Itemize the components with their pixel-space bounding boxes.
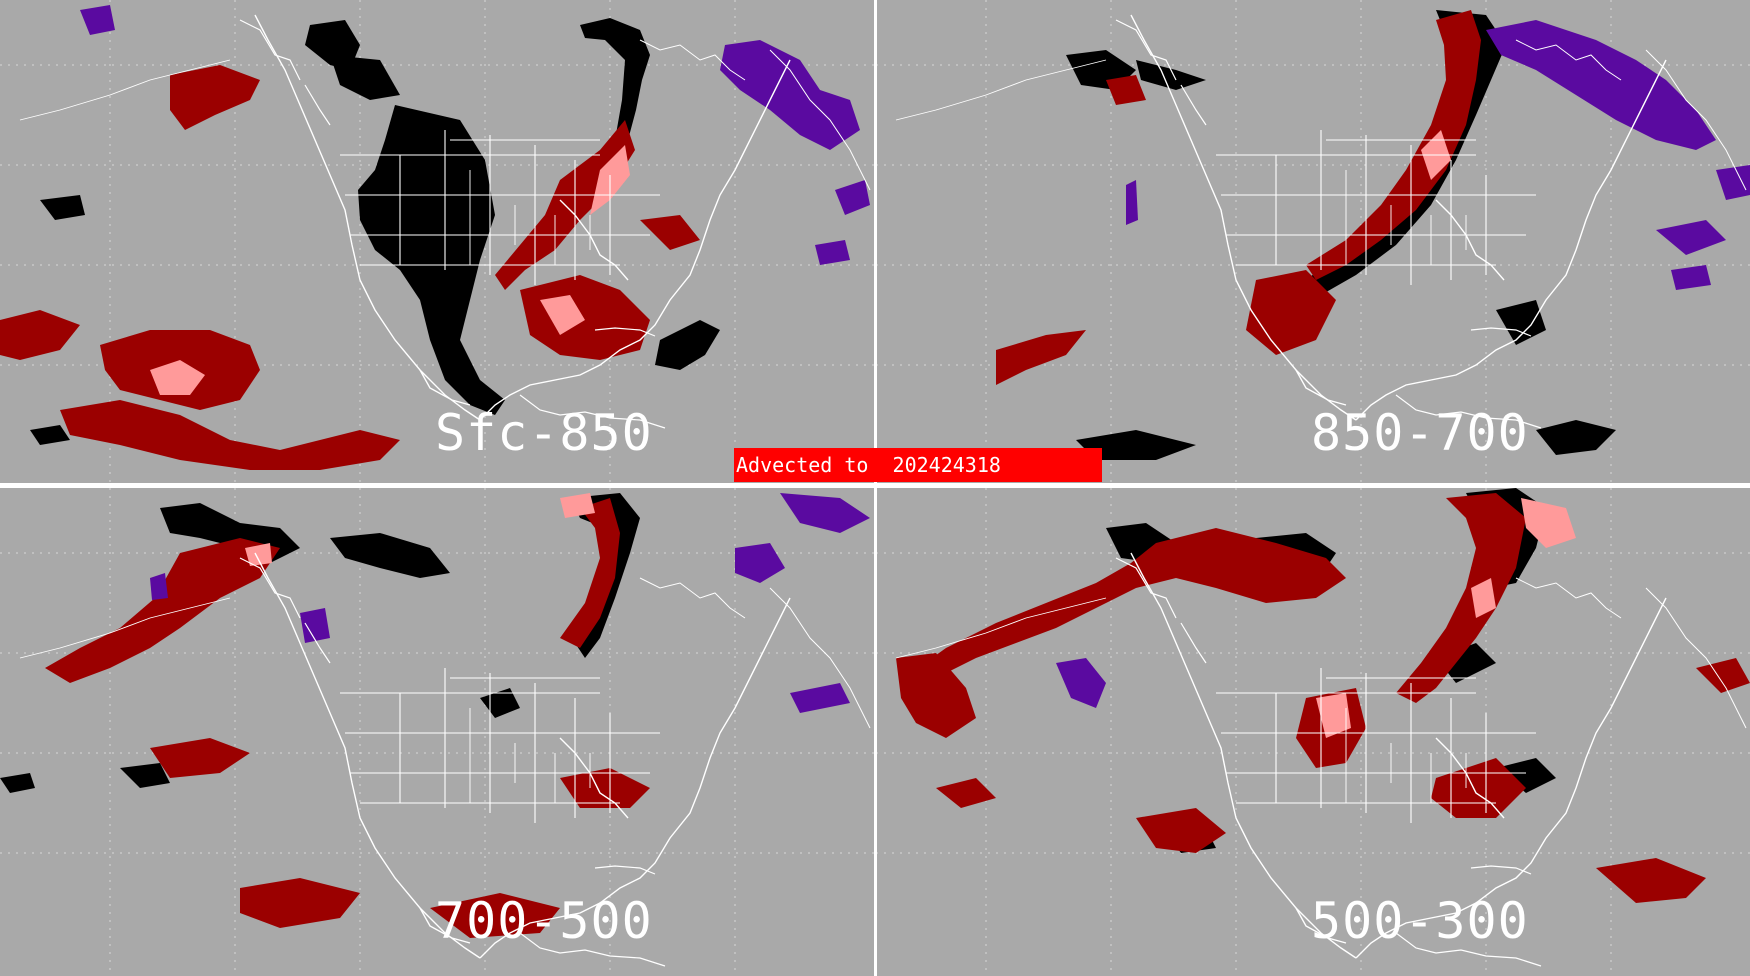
panel-label-700-500: 700-500 (435, 892, 653, 950)
pink-plume (245, 493, 595, 566)
black-plume (30, 18, 720, 445)
purple-plume (80, 5, 870, 265)
panel-500-300: 500-300 (875, 487, 1750, 976)
panel-sfc-850: Sfc-850 (0, 0, 875, 484)
panel-label-sfc-850: Sfc-850 (435, 404, 653, 462)
horizontal-divider (0, 484, 1750, 488)
purple-plume (1126, 20, 1750, 290)
purple-plume (150, 493, 870, 713)
purple-plume (1056, 658, 1106, 708)
pink-plume (1316, 498, 1576, 738)
advected-banner: Advected to 202424318 (734, 448, 1102, 482)
panel-label-500-300: 500-300 (1311, 892, 1529, 950)
dark-red-plume (45, 498, 650, 938)
panel-label-850-700: 850-700 (1311, 404, 1529, 462)
dark-red-plume (996, 10, 1481, 385)
panel-850-700: 850-700 (875, 0, 1750, 484)
panel-700-500: 700-500 (0, 487, 875, 976)
